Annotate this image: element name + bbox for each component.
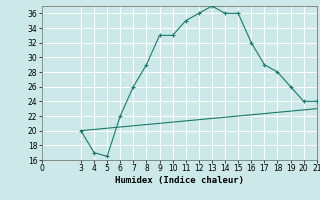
X-axis label: Humidex (Indice chaleur): Humidex (Indice chaleur) [115, 176, 244, 185]
